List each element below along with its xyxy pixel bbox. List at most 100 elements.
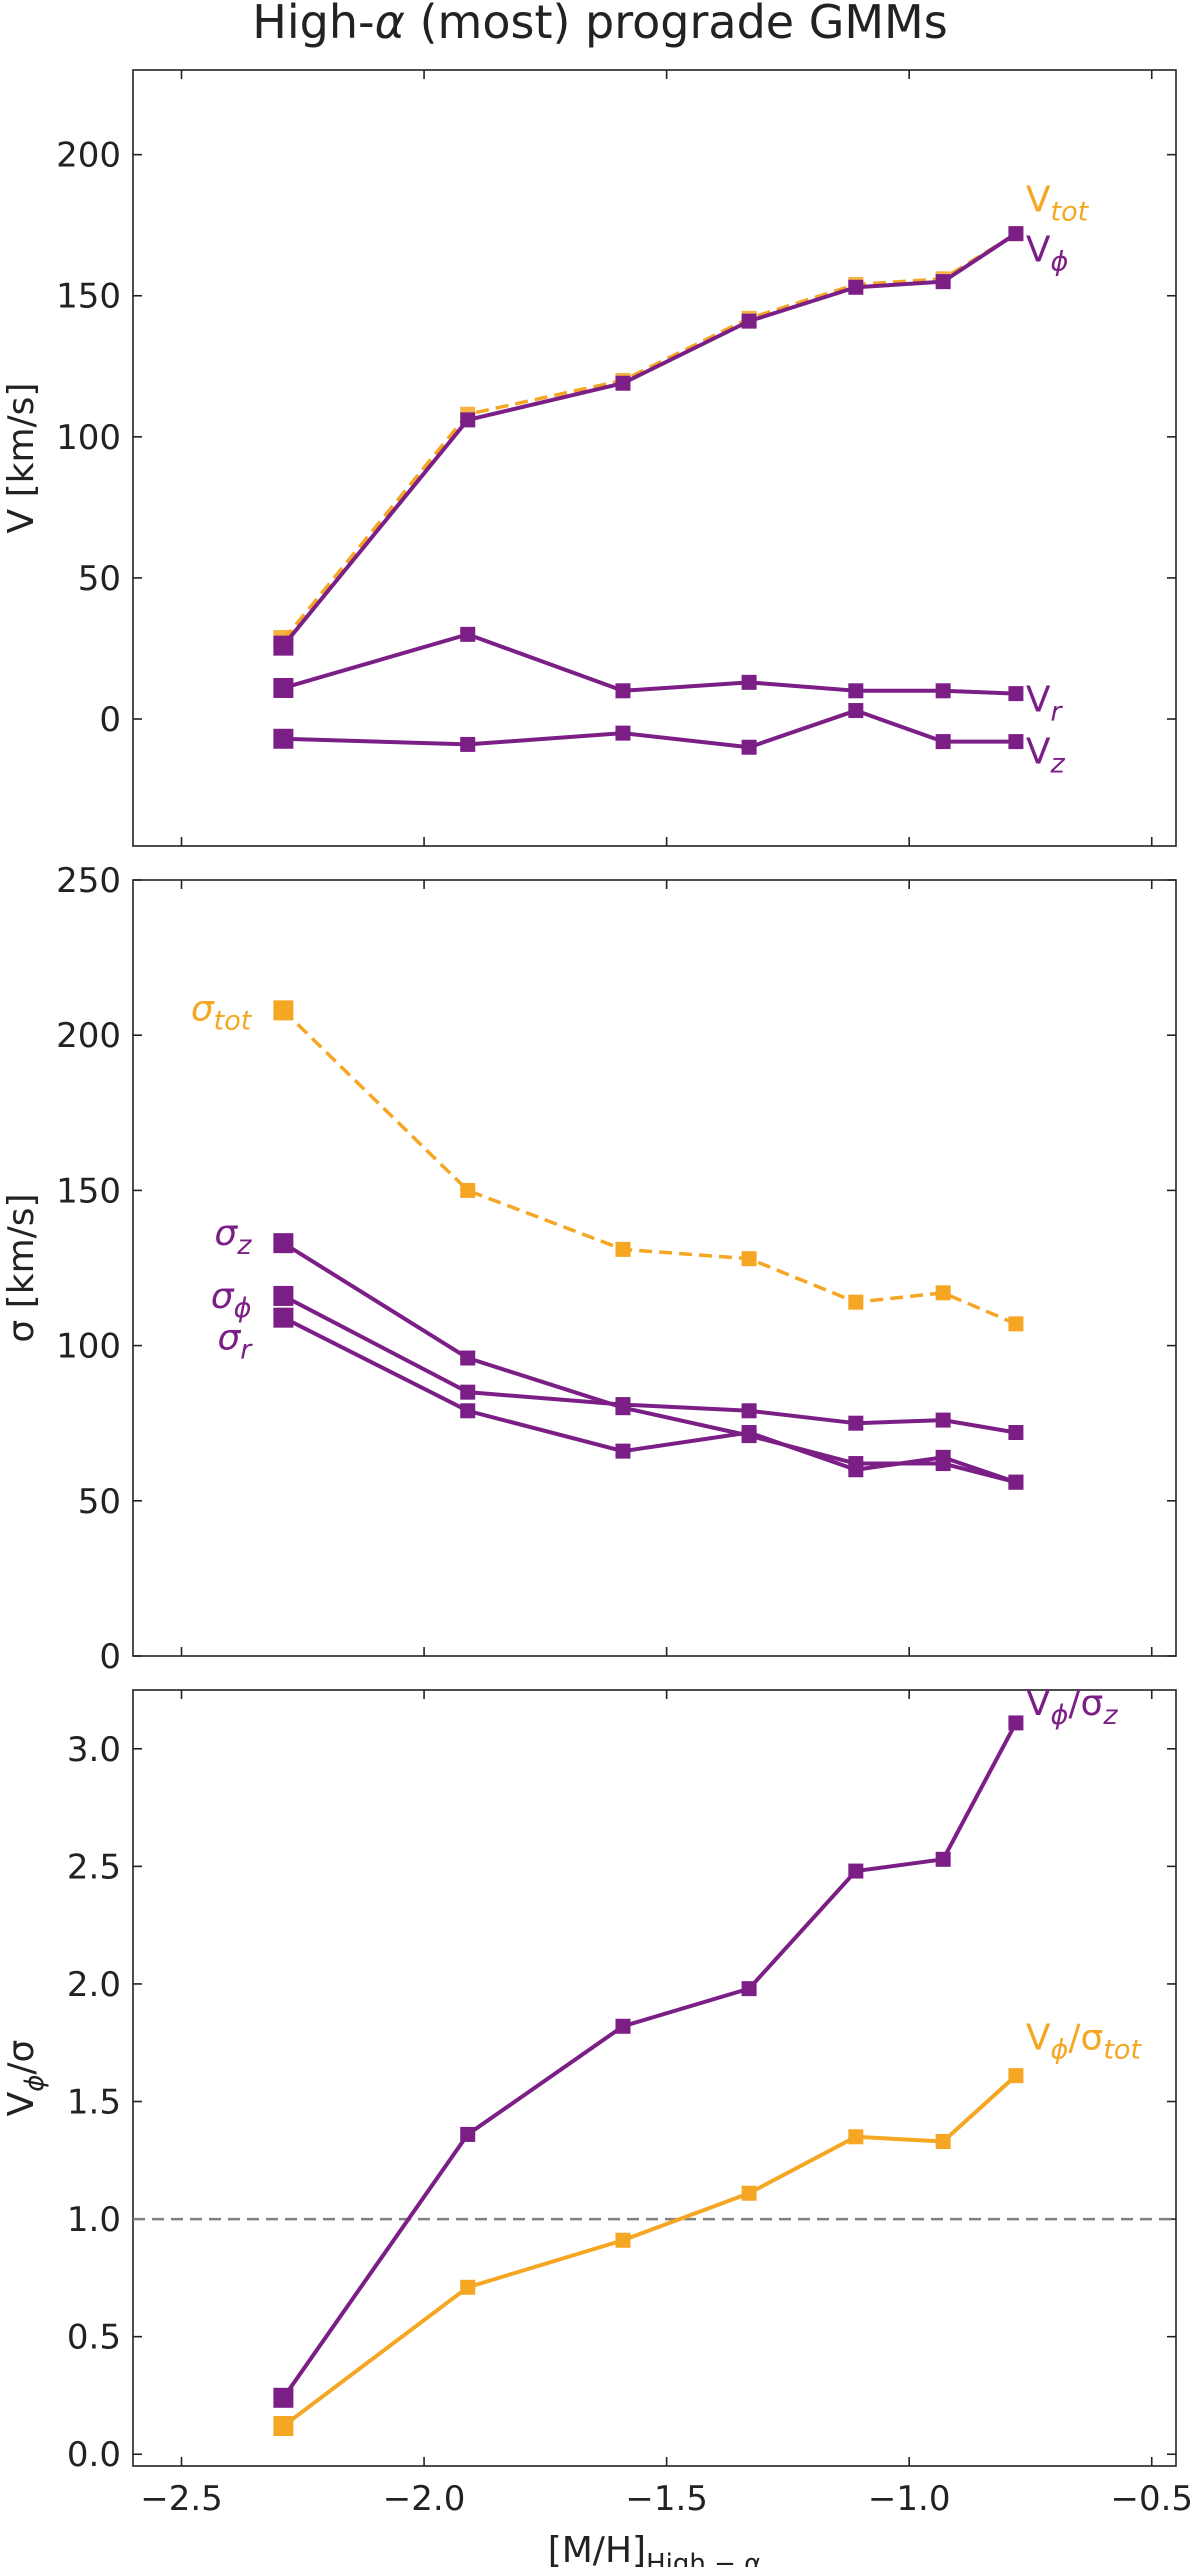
data-point-sigma_tot bbox=[273, 1000, 294, 1021]
y-tick-label: 3.0 bbox=[67, 1730, 121, 1770]
series-label-sigma_phi: σϕ bbox=[211, 1276, 252, 1324]
series-Vphi_over_sigma_tot: Vϕ/σtot bbox=[273, 2018, 1142, 2437]
series-line-V_phi bbox=[281, 231, 1018, 647]
data-point-V_z bbox=[1008, 734, 1024, 750]
data-point-V_z bbox=[848, 703, 864, 719]
data-point-Vphi_over_sigma_tot bbox=[741, 2185, 757, 2201]
x-tick-label: −1.0 bbox=[868, 2479, 951, 2519]
data-point-V_z bbox=[935, 734, 951, 750]
x-tick-label: −2.0 bbox=[383, 2479, 466, 2519]
data-point-V_phi bbox=[935, 274, 951, 290]
chart-panel-bottom: −2.5 −2.0 −1.5 −1.0 −0.5 0.0 0.5 1.0 1.5 2.0 2.5 3.… bbox=[1, 1683, 1193, 2567]
data-point-sigma_tot bbox=[460, 1182, 476, 1198]
series-line-Vphi_over_sigma_z bbox=[281, 1721, 1018, 2399]
y-tick-label: 0.0 bbox=[67, 2435, 121, 2475]
y-axis-label-middle: σ [km/s] bbox=[1, 1193, 42, 1342]
y-tick-label: 50 bbox=[78, 559, 121, 599]
axes-frame-bottom bbox=[132, 1689, 1177, 2467]
y-tick-label: 250 bbox=[56, 861, 121, 901]
data-point-V_r bbox=[848, 683, 864, 699]
data-point-sigma_tot bbox=[848, 1294, 864, 1310]
data-point-V_r bbox=[460, 626, 476, 642]
x-tick-label: −1.5 bbox=[625, 2479, 708, 2519]
y-tick-label: 0 bbox=[99, 700, 121, 740]
data-point-Vphi_over_sigma_tot bbox=[848, 2129, 864, 2145]
y-tick-label: 1.0 bbox=[67, 2200, 121, 2240]
data-point-sigma_phi bbox=[1008, 1425, 1024, 1441]
data-point-sigma_phi bbox=[935, 1412, 951, 1428]
data-point-sigma_tot bbox=[1008, 1316, 1024, 1332]
axes-frame-middle bbox=[132, 879, 1177, 1657]
x-tick-label: −0.5 bbox=[1110, 2479, 1193, 2519]
axes-frame-top bbox=[132, 69, 1177, 847]
data-point-sigma_phi bbox=[460, 1384, 476, 1400]
series-line-V_z bbox=[283, 708, 1016, 750]
series-label-V_tot: Vtot bbox=[1026, 180, 1090, 228]
y-tick-label: 2.0 bbox=[67, 1965, 121, 2005]
series-label-sigma_r: σr bbox=[217, 1318, 253, 1366]
series-label-sigma_tot: σtot bbox=[191, 988, 253, 1036]
data-point-V_phi bbox=[1008, 226, 1024, 242]
y-tick-label: 100 bbox=[56, 418, 121, 458]
data-point-V_z bbox=[273, 728, 294, 749]
data-point-sigma_phi bbox=[273, 1285, 294, 1306]
y-tick-label: 150 bbox=[56, 1171, 121, 1211]
series-label-V_r: Vr bbox=[1026, 680, 1064, 728]
data-point-V_phi bbox=[273, 635, 294, 656]
data-point-sigma_z bbox=[273, 1233, 294, 1254]
data-point-V_r bbox=[615, 683, 631, 699]
series-line-V_tot bbox=[282, 232, 1017, 642]
data-point-sigma_r bbox=[273, 1307, 294, 1328]
series-sigma_r: σr bbox=[217, 1307, 1024, 1490]
data-point-sigma_phi bbox=[741, 1403, 757, 1419]
series-line-V_r bbox=[282, 632, 1016, 696]
data-point-V_z bbox=[615, 725, 631, 741]
y-tick-label: 150 bbox=[56, 277, 121, 317]
y-tick-label: 0.5 bbox=[67, 2318, 121, 2358]
series-V_r: Vr bbox=[273, 626, 1064, 728]
data-point-V_phi bbox=[848, 279, 864, 295]
data-point-sigma_tot bbox=[615, 1241, 631, 1257]
series-sigma_tot: σtot bbox=[191, 988, 1024, 1332]
data-point-Vphi_over_sigma_tot bbox=[935, 2133, 951, 2149]
data-point-sigma_tot bbox=[741, 1251, 757, 1267]
y-axis-label-bottom: Vϕ/σ bbox=[1, 2040, 50, 2117]
data-point-V_r bbox=[1008, 686, 1024, 702]
data-point-V_r bbox=[273, 677, 294, 698]
series-label-V_z: Vz bbox=[1026, 732, 1066, 780]
series-V_tot: Vtot bbox=[273, 180, 1090, 651]
data-point-V_phi bbox=[460, 412, 476, 428]
data-point-sigma_z bbox=[460, 1350, 476, 1366]
data-point-V_phi bbox=[615, 375, 631, 391]
figure-title: High-α (most) prograde GMMs bbox=[252, 0, 947, 49]
data-point-sigma_r bbox=[741, 1425, 757, 1441]
x-tick-label: −2.5 bbox=[140, 2479, 223, 2519]
series-line-sigma_r bbox=[282, 1315, 1017, 1485]
series-V_phi: Vϕ bbox=[273, 226, 1068, 656]
y-tick-label: 1.5 bbox=[67, 2083, 121, 2123]
y-tick-label: 2.5 bbox=[67, 1847, 121, 1887]
series-label-V_phi: Vϕ bbox=[1026, 230, 1068, 278]
series-line-sigma_tot bbox=[282, 1009, 1017, 1326]
data-point-sigma_tot bbox=[935, 1285, 951, 1301]
data-point-Vphi_over_sigma_z bbox=[1008, 1715, 1024, 1731]
data-point-Vphi_over_sigma_z bbox=[935, 1851, 951, 1867]
series-V_z: Vz bbox=[273, 703, 1066, 780]
data-point-Vphi_over_sigma_z bbox=[741, 1981, 757, 1997]
data-point-sigma_r bbox=[848, 1462, 864, 1478]
data-point-sigma_r bbox=[460, 1403, 476, 1419]
data-point-Vphi_over_sigma_z bbox=[273, 2387, 294, 2408]
data-point-Vphi_over_sigma_z bbox=[615, 2018, 631, 2034]
data-point-sigma_r bbox=[1008, 1474, 1024, 1490]
y-tick-label: 200 bbox=[56, 136, 121, 176]
y-tick-label: 200 bbox=[56, 1016, 121, 1056]
data-point-Vphi_over_sigma_tot bbox=[460, 2279, 476, 2295]
data-point-Vphi_over_sigma_z bbox=[460, 2126, 476, 2142]
y-tick-label: 100 bbox=[56, 1327, 121, 1367]
data-point-sigma_phi bbox=[615, 1397, 631, 1413]
data-point-V_r bbox=[935, 683, 951, 699]
